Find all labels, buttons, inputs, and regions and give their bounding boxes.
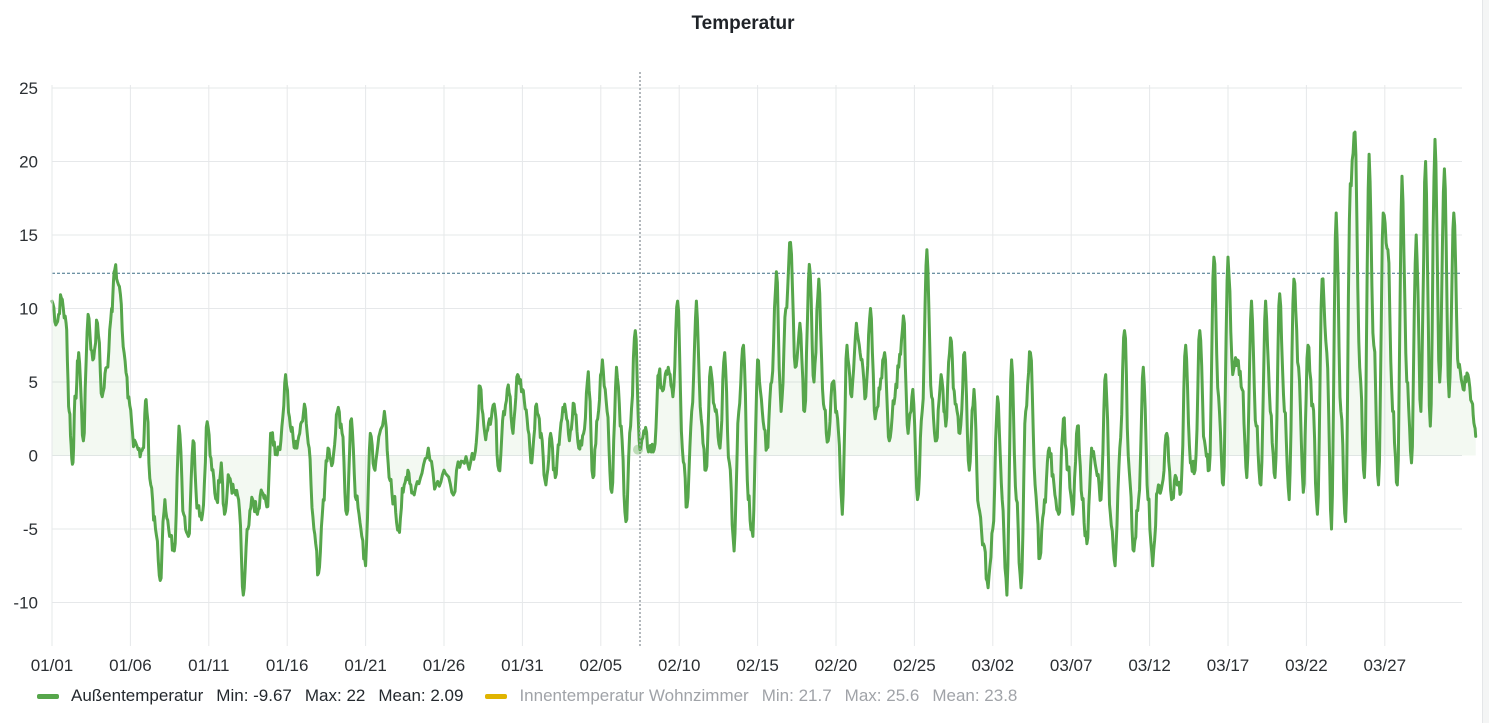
x-tick-label: 01/01 (31, 656, 74, 675)
panel-scroll-edge (1482, 0, 1489, 723)
legend-item-aussentemperatur[interactable]: Außentemperatur Min: -9.67 Max: 22 Mean: 2.… (37, 686, 463, 706)
y-tick-label: 20 (19, 153, 38, 172)
x-tick-label: 03/22 (1285, 656, 1328, 675)
x-tick-label: 02/15 (736, 656, 779, 675)
legend-name: Außentemperatur (71, 686, 204, 705)
legend-max: Max: 22 (304, 686, 366, 705)
x-tick-label: 03/27 (1364, 656, 1407, 675)
hover-point (633, 444, 643, 455)
legend-name: Innentemperatur Wohnzimmer (519, 686, 749, 705)
x-tick-label: 02/25 (893, 656, 936, 675)
y-tick-label: 0 (29, 447, 38, 466)
legend-min: Min: 21.7 (761, 686, 832, 705)
x-tick-label: 01/06 (109, 656, 152, 675)
x-tick-label: 03/02 (972, 656, 1015, 675)
x-tick-label: 01/26 (423, 656, 466, 675)
x-tick-label: 01/31 (501, 656, 544, 675)
x-tick-label: 02/20 (815, 656, 858, 675)
x-tick-label: 03/12 (1128, 656, 1171, 675)
series-area-fill (52, 132, 1476, 596)
legend-mean: Mean: 2.09 (378, 686, 464, 705)
x-tick-label: 03/17 (1207, 656, 1250, 675)
legend-color-swatch (485, 693, 508, 699)
y-tick-label: -5 (23, 520, 38, 539)
x-tick-label: 01/16 (266, 656, 309, 675)
x-tick-label: 02/10 (658, 656, 701, 675)
x-tick-label: 01/21 (344, 656, 387, 675)
y-tick-label: 10 (19, 300, 38, 319)
legend-item-innentemperatur[interactable]: Innentemperatur Wohnzimmer Min: 21.7 Max: … (485, 686, 1017, 706)
y-tick-label: -10 (13, 594, 38, 613)
legend: Außentemperatur Min: -9.67 Max: 22 Mean: 2.… (37, 686, 1039, 706)
legend-mean: Mean: 23.8 (932, 686, 1018, 705)
legend-min: Min: -9.67 (216, 686, 292, 705)
legend-max: Max: 25.6 (844, 686, 920, 705)
legend-color-swatch (37, 693, 59, 699)
y-tick-label: 15 (19, 226, 38, 245)
y-tick-label: 5 (29, 373, 38, 392)
series-line-aussentemperatur (50, 130, 1478, 597)
x-tick-label: 02/05 (580, 656, 623, 675)
x-tick-label: 01/11 (188, 656, 229, 675)
y-tick-label: 25 (19, 79, 38, 98)
x-tick-label: 03/07 (1050, 656, 1093, 675)
panel-title[interactable]: Temperatur (691, 13, 795, 34)
